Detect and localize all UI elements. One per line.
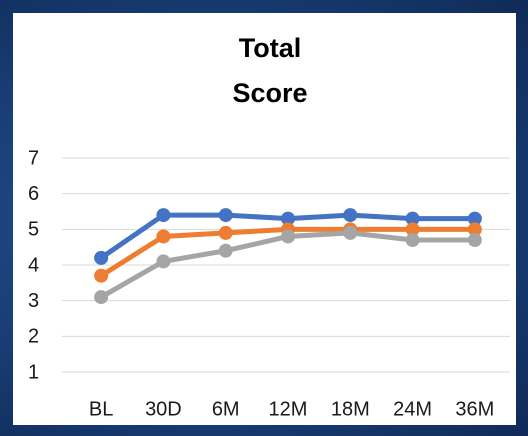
x-tick-label: 12M xyxy=(269,398,308,420)
data-point xyxy=(343,208,358,223)
data-point xyxy=(467,222,482,237)
data-point xyxy=(94,290,109,305)
y-tick-label: 5 xyxy=(28,219,39,241)
data-point xyxy=(218,225,233,240)
y-tick-label: 4 xyxy=(28,254,39,276)
data-point xyxy=(405,222,420,237)
data-point xyxy=(156,254,171,269)
x-tick-label: 24M xyxy=(393,398,432,420)
data-point xyxy=(467,233,482,248)
data-point xyxy=(405,211,420,226)
x-tick-label: 36M xyxy=(455,398,494,420)
data-point xyxy=(281,211,295,226)
data-point xyxy=(343,225,358,240)
data-point xyxy=(281,229,295,244)
data-point xyxy=(405,233,420,248)
y-tick-label: 1 xyxy=(28,361,39,383)
x-tick-label: 18M xyxy=(331,398,370,420)
data-point xyxy=(156,229,171,244)
data-point xyxy=(467,211,482,226)
data-point xyxy=(218,243,233,258)
x-tick-label: BL xyxy=(89,398,113,420)
y-tick-label: 6 xyxy=(28,183,39,205)
x-tick-label: 6M xyxy=(212,398,240,420)
chart-title: Total Score xyxy=(232,33,308,108)
data-point xyxy=(94,250,109,265)
y-tick-label: 7 xyxy=(28,147,39,169)
data-point xyxy=(156,208,171,223)
data-point xyxy=(218,208,233,223)
y-tick-label: 3 xyxy=(28,290,39,312)
x-tick-label: 30D xyxy=(145,398,182,420)
y-tick-label: 2 xyxy=(28,326,39,348)
data-point xyxy=(94,268,109,283)
